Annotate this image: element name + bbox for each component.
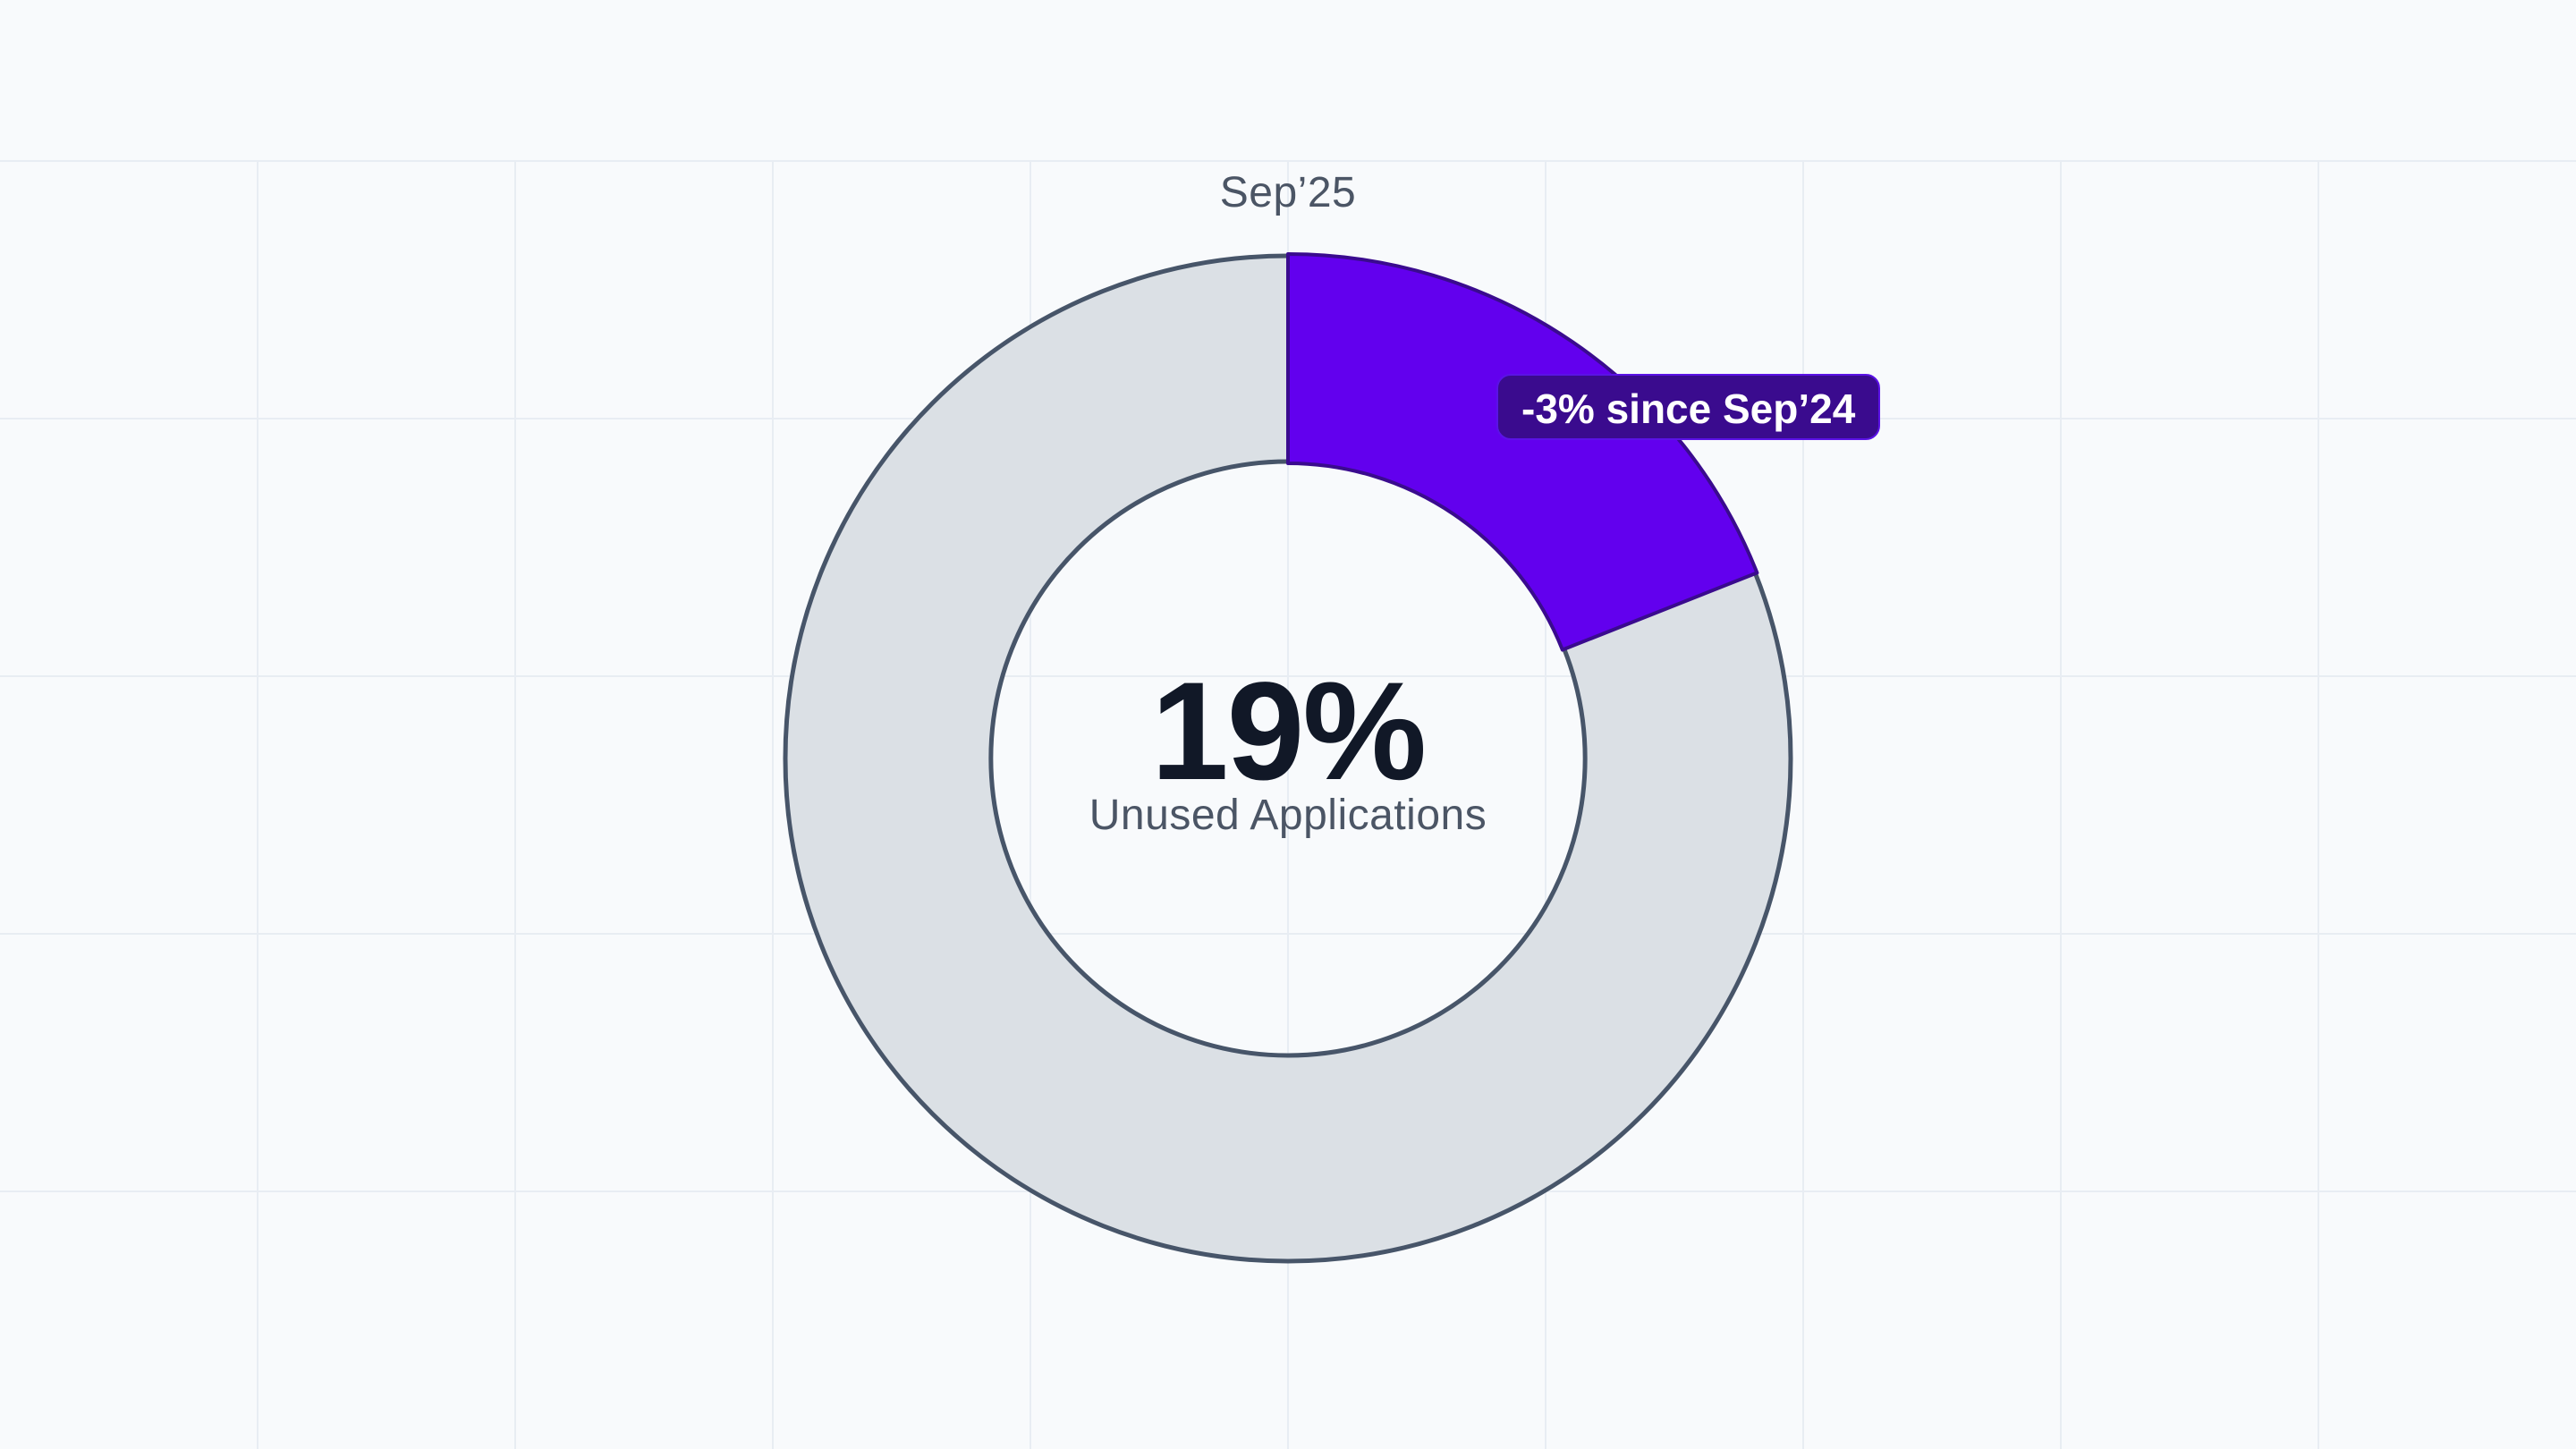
- center-value: 19%: [1150, 654, 1427, 809]
- center-label: Unused Applications: [1089, 792, 1487, 839]
- change-badge: -3% since Sep’24: [1496, 374, 1881, 440]
- period-label: Sep’25: [1219, 169, 1357, 216]
- donut-slice-highlight: [1286, 252, 1759, 652]
